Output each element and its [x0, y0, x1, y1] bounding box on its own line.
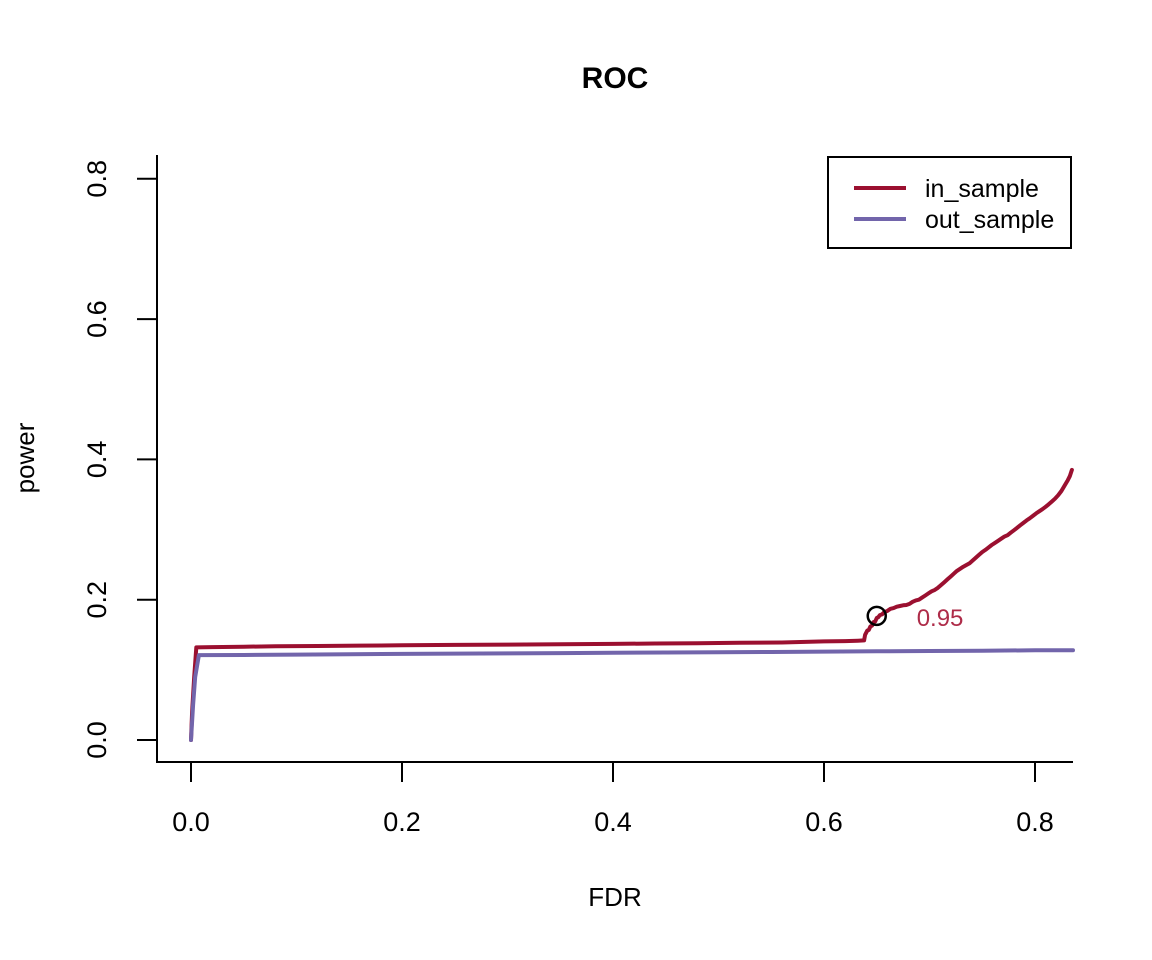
x-tick-label: 0.8 [1016, 807, 1054, 837]
chart-title: ROC [582, 62, 649, 95]
series-line-in_sample [189, 467, 1074, 742]
legend-box [827, 156, 1072, 249]
threshold-annotation: 0.95 [866, 605, 964, 632]
x-tick-label: 0.0 [172, 807, 210, 837]
x-tick-label: 0.6 [805, 807, 843, 837]
y-tick-label: 0.8 [82, 160, 112, 198]
y-axis-label: power [10, 422, 40, 493]
x-tick-label: 0.2 [383, 807, 421, 837]
y-tick-label: 0.4 [82, 441, 112, 479]
legend: in_sample out_sample [827, 156, 1072, 249]
y-tick-label: 0.6 [82, 300, 112, 338]
y-tick-label: 0.0 [82, 721, 112, 759]
y-tick-label: 0.2 [82, 581, 112, 619]
x-axis-label: FDR [588, 882, 641, 912]
x-tick-label: 0.4 [594, 807, 632, 837]
axis-lines [156, 155, 1073, 763]
series-lines [189, 467, 1075, 742]
plot-axes: 0.0 0.2 0.4 0.6 0.8 0.0 0.2 0.4 0.6 0.8 [82, 155, 1073, 837]
legend-label-in_sample: in_sample [925, 175, 1039, 203]
threshold-value-label: 0.95 [917, 605, 964, 632]
series-line-out_sample [189, 648, 1075, 742]
threshold-circle-marker [866, 605, 887, 627]
legend-label-out_sample: out_sample [925, 206, 1054, 234]
